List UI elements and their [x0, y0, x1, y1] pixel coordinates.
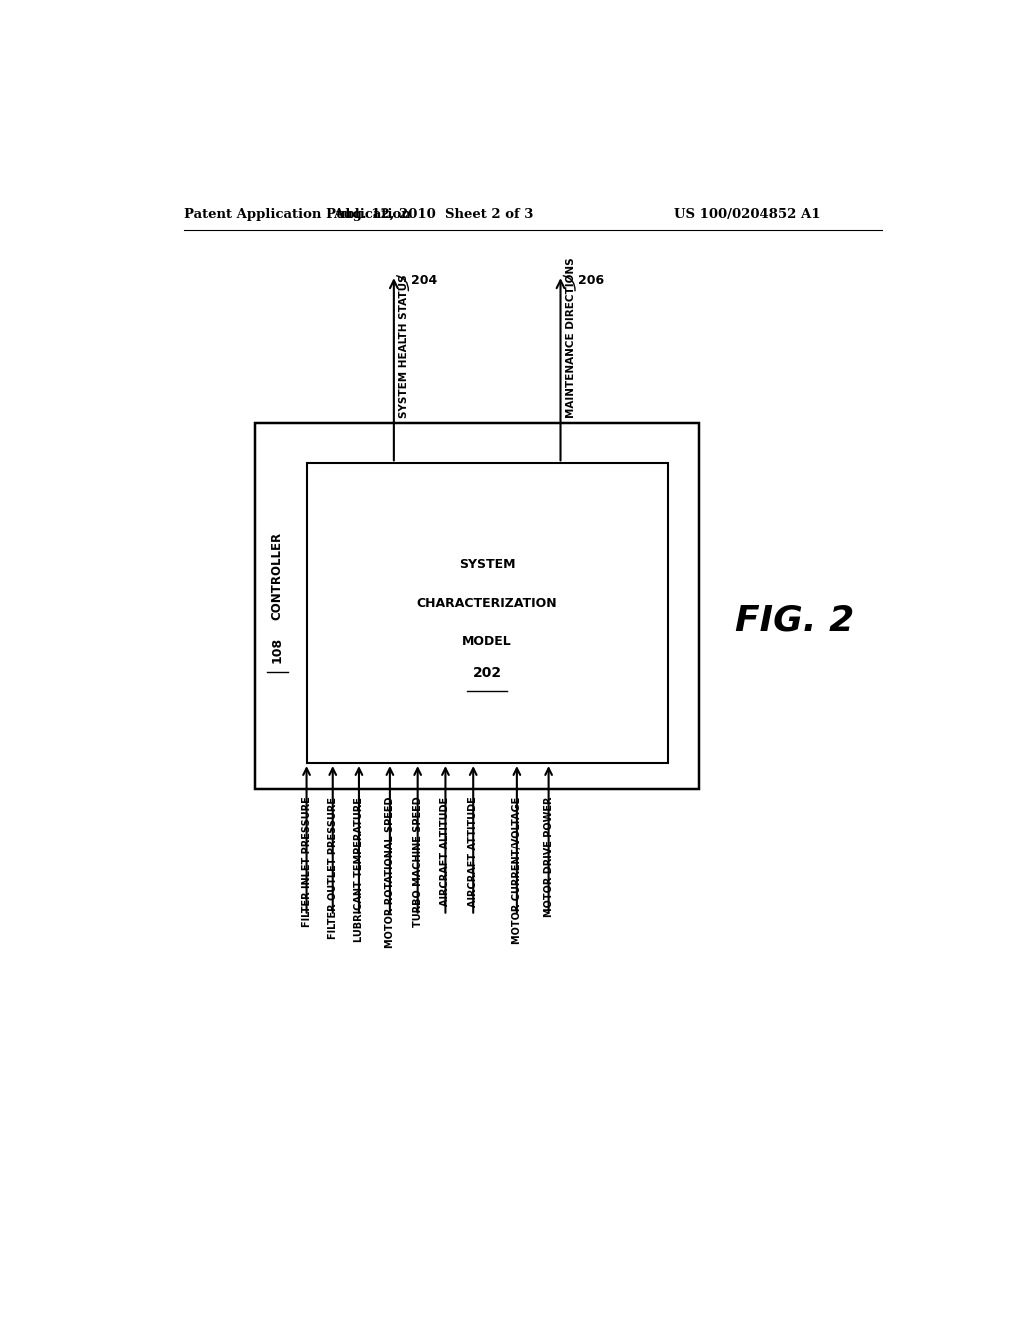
Text: AIRCRAFT ALTITUDE: AIRCRAFT ALTITUDE — [440, 797, 451, 906]
Text: TURBO MACHINE SPEED: TURBO MACHINE SPEED — [413, 797, 423, 928]
Text: MODEL: MODEL — [462, 635, 512, 648]
Text: SYSTEM: SYSTEM — [459, 558, 515, 572]
Text: 108: 108 — [270, 636, 284, 663]
Text: 204: 204 — [412, 273, 437, 286]
Text: CHARACTERIZATION: CHARACTERIZATION — [417, 597, 557, 610]
Text: 202: 202 — [472, 665, 502, 680]
Text: FIG. 2: FIG. 2 — [735, 603, 854, 638]
Text: US 100/0204852 A1: US 100/0204852 A1 — [674, 207, 820, 220]
Text: LUBRICANT TEMPERATURE: LUBRICANT TEMPERATURE — [354, 797, 364, 941]
Text: Patent Application Publication: Patent Application Publication — [183, 207, 411, 220]
Text: Aug. 12, 2010  Sheet 2 of 3: Aug. 12, 2010 Sheet 2 of 3 — [334, 207, 534, 220]
Bar — [255, 422, 699, 788]
Text: MOTOR ROTATIONAL SPEED: MOTOR ROTATIONAL SPEED — [385, 797, 395, 948]
Text: MAINTENANCE DIRECTIONS: MAINTENANCE DIRECTIONS — [566, 257, 575, 417]
Text: SYSTEM HEALTH STATUS: SYSTEM HEALTH STATUS — [399, 275, 410, 417]
Text: CONTROLLER: CONTROLLER — [270, 532, 284, 620]
Text: FILTER OUTLET PRESSURE: FILTER OUTLET PRESSURE — [328, 797, 338, 939]
Text: MOTOR CURRENT/VOLTAGE: MOTOR CURRENT/VOLTAGE — [512, 797, 522, 944]
Text: AIRCRAFT ATTITUDE: AIRCRAFT ATTITUDE — [468, 797, 478, 907]
Text: MOTOR DRIVE POWER: MOTOR DRIVE POWER — [544, 797, 554, 917]
Text: 206: 206 — [578, 273, 604, 286]
Text: FILTER INLET PRESSURE: FILTER INLET PRESSURE — [301, 797, 311, 928]
Bar — [306, 463, 668, 763]
